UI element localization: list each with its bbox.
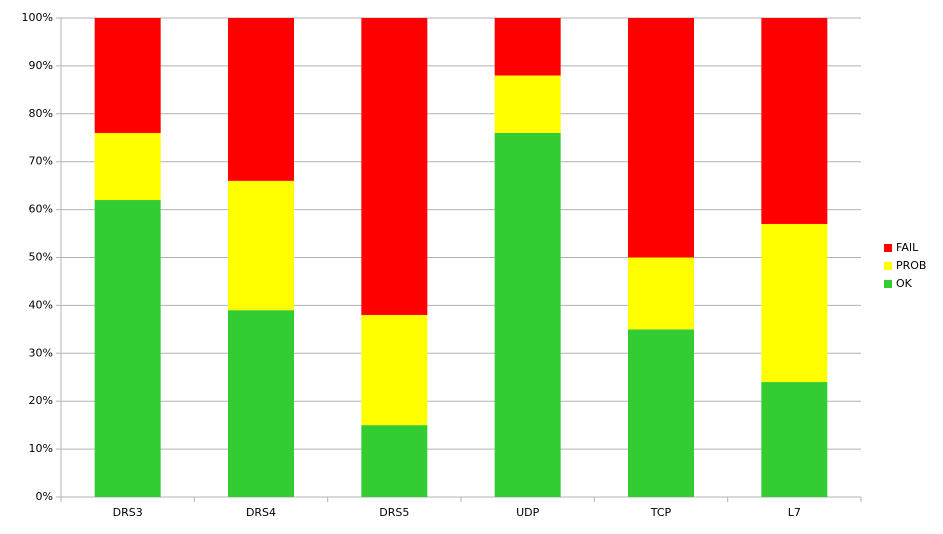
bar-segment [361,18,428,315]
bar-segment [628,329,694,497]
bar-segment [628,18,694,258]
y-tick-label: 50% [29,251,53,264]
bar-segment [94,132,161,201]
bar-segment [494,132,561,497]
bar-segment [361,314,428,426]
bar-segment [361,425,428,497]
bar-segment [628,257,694,330]
y-tick-label: 0% [36,490,53,503]
y-tick-label: 90% [29,59,53,72]
y-tick-label: 30% [29,346,53,359]
bar-segment [228,310,294,497]
x-tick-label: DRS4 [246,506,276,519]
x-tick-label: L7 [788,506,801,519]
legend-label: OK [896,277,913,290]
y-tick-label: 60% [29,203,53,216]
legend-label: FAIL [896,241,919,254]
x-tick-label: UDP [516,506,540,519]
y-tick-label: 40% [29,298,53,311]
bar-segment [494,18,561,76]
x-tick-label: DRS3 [113,506,143,519]
y-tick-label: 20% [29,394,53,407]
y-tick-label: 10% [29,442,53,455]
legend-label: PROB [896,259,926,272]
bar-segment [94,18,161,133]
bar-segment [761,223,828,383]
legend-swatch [884,280,892,288]
y-tick-label: 100% [22,11,53,24]
legend-swatch [884,244,892,252]
y-tick-label: 80% [29,107,53,120]
bar-segment [94,200,161,497]
x-tick-label: TCP [650,506,672,519]
bar-segment [228,18,294,181]
bar-segment [761,18,828,224]
bar-segment [228,180,294,311]
bar-segment [761,382,828,497]
y-tick-label: 70% [29,155,53,168]
legend-swatch [884,262,892,270]
x-tick-label: DRS5 [379,506,409,519]
bar-segment [494,75,561,133]
